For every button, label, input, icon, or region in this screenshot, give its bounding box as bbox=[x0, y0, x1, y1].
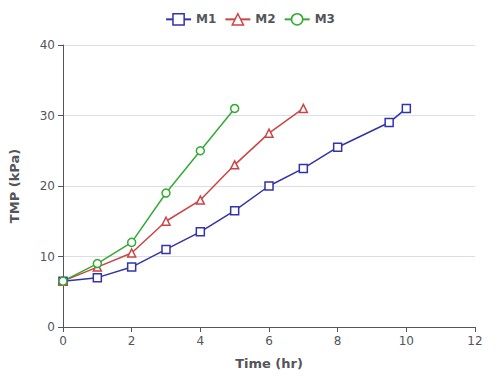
svg-text:20: 20 bbox=[40, 179, 55, 193]
svg-text:Time (hr): Time (hr) bbox=[235, 356, 303, 371]
svg-text:10: 10 bbox=[40, 250, 55, 264]
svg-text:2: 2 bbox=[128, 334, 136, 348]
svg-text:10: 10 bbox=[399, 334, 414, 348]
svg-text:0: 0 bbox=[47, 320, 55, 334]
svg-text:12: 12 bbox=[467, 334, 482, 348]
svg-text:M3: M3 bbox=[315, 12, 335, 26]
svg-text:M1: M1 bbox=[196, 12, 216, 26]
svg-text:8: 8 bbox=[334, 334, 342, 348]
svg-text:TMP (kPa): TMP (kPa) bbox=[7, 149, 22, 223]
svg-text:4: 4 bbox=[197, 334, 205, 348]
svg-text:6: 6 bbox=[265, 334, 273, 348]
svg-text:M2: M2 bbox=[255, 12, 275, 26]
svg-text:0: 0 bbox=[59, 334, 67, 348]
svg-text:40: 40 bbox=[40, 38, 55, 52]
svg-text:30: 30 bbox=[40, 109, 55, 123]
